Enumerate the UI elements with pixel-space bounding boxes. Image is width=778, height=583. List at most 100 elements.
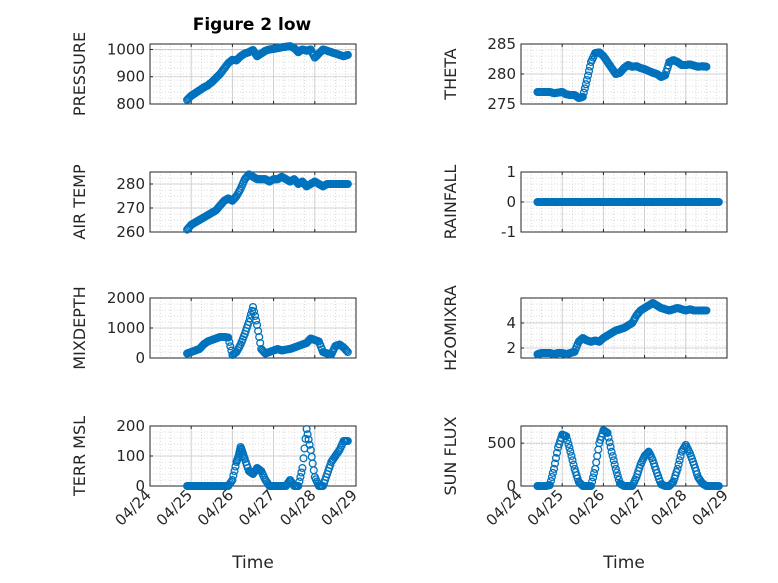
data-point: [228, 475, 237, 485]
data-point: [675, 456, 684, 465]
data-point: [608, 451, 617, 461]
data-point: [610, 460, 619, 469]
data-point: [584, 66, 594, 76]
x-tick-label: 04/26: [565, 486, 608, 529]
data-point: [303, 430, 312, 439]
series-points: [183, 424, 352, 491]
chart-theta: 275 280 285 THETA: [441, 35, 728, 113]
data-point: [254, 326, 263, 336]
data-point: [550, 459, 560, 468]
series-points: [533, 197, 723, 207]
data-point: [343, 179, 352, 189]
data-point: [563, 436, 572, 445]
data-point: [674, 460, 683, 469]
data-point: [578, 92, 587, 101]
y-tick-label: 285: [487, 35, 516, 53]
data-point: [294, 481, 303, 491]
y-tick-label: 200: [116, 417, 145, 435]
data-point: [642, 449, 651, 458]
y-axis-label: THETA: [441, 48, 460, 100]
data-point: [244, 317, 253, 327]
data-point: [549, 464, 559, 473]
data-point: [229, 471, 238, 480]
y-tick-label: 275: [487, 95, 516, 113]
series-points: [183, 170, 352, 234]
data-point: [582, 75, 591, 85]
chart-mixdepth: 0 1000 2000 MIXDEPTH: [70, 286, 357, 370]
y-axis-label: H2OMIXRA: [441, 285, 460, 371]
x-tick-label: 04/29: [318, 486, 361, 529]
data-point: [613, 472, 622, 481]
y-tick-label: 500: [487, 434, 516, 452]
data-point: [566, 447, 575, 456]
data-point: [567, 451, 576, 461]
data-point: [252, 316, 261, 325]
axes-box: [149, 171, 357, 233]
y-tick-label: 270: [116, 199, 145, 217]
data-point: [551, 454, 561, 463]
data-point: [714, 197, 723, 207]
y-axis-label: SUN FLUX: [441, 417, 460, 496]
series-points: [533, 298, 711, 359]
data-point: [343, 50, 352, 59]
chart-air_temp: 260 270 280 AIR TEMP: [70, 164, 357, 241]
y-tick-label: 100: [116, 447, 145, 465]
y-tick-label: 2: [506, 339, 516, 357]
data-point: [545, 481, 554, 490]
data-point: [562, 432, 571, 441]
data-point: [579, 88, 588, 97]
y-tick-label: 0: [135, 349, 145, 367]
data-point: [548, 468, 557, 477]
y-tick-label: 0: [506, 193, 516, 211]
x-tick-label: 04/25: [524, 486, 567, 529]
x-axis-label: Time: [602, 553, 645, 573]
y-axis-label: PRESSURE: [70, 32, 89, 116]
data-point: [604, 433, 613, 442]
x-tick-label: 04/24: [112, 486, 155, 529]
y-tick-label: 1000: [107, 319, 145, 337]
data-point: [298, 463, 307, 473]
data-point: [583, 71, 593, 80]
data-point: [564, 439, 573, 449]
data-point: [299, 454, 308, 463]
data-point: [255, 332, 264, 342]
x-tick-label: 04/25: [153, 486, 196, 529]
data-point: [606, 442, 615, 452]
data-point: [256, 338, 265, 348]
x-tick-label: 04/28: [647, 486, 690, 529]
x-tick-label: 04/27: [606, 486, 649, 529]
data-point: [589, 473, 598, 482]
data-point: [569, 460, 578, 469]
data-point: [590, 469, 599, 478]
data-point: [565, 443, 574, 452]
data-point: [609, 456, 618, 465]
x-tick-label: 04/26: [194, 486, 237, 529]
x-tick-label: 04/24: [483, 486, 526, 529]
data-point: [342, 346, 351, 355]
data-point: [296, 472, 305, 482]
data-point: [580, 84, 589, 93]
series-points: [183, 302, 352, 360]
data-point: [546, 477, 555, 486]
y-tick-label: 1: [506, 163, 516, 181]
data-point: [586, 481, 596, 491]
data-point: [341, 345, 350, 354]
data-point: [305, 440, 314, 449]
x-tick-label: 04/28: [276, 486, 319, 529]
data-point: [668, 478, 677, 487]
y-axis-label: AIR TEMP: [70, 164, 89, 240]
data-point: [251, 311, 260, 321]
data-point: [304, 435, 313, 444]
y-tick-label: -1: [501, 223, 516, 241]
y-tick-label: 0: [506, 477, 516, 495]
y-tick-label: 2000: [107, 289, 145, 307]
series-points: [533, 426, 723, 491]
x-tick-label: 04/27: [235, 486, 278, 529]
data-point: [702, 62, 711, 71]
data-point: [343, 347, 352, 357]
y-axis-label: MIXDEPTH: [70, 286, 89, 369]
data-point: [249, 307, 259, 316]
y-axis-label: RAINFALL: [441, 165, 460, 240]
